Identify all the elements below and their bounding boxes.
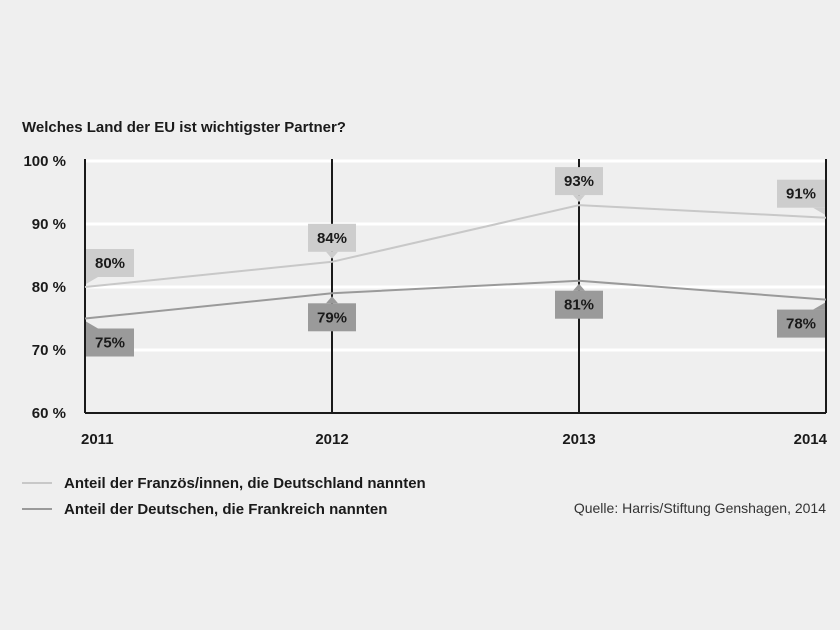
data-label-pointer <box>573 195 585 203</box>
data-label-text: 80% <box>95 255 125 272</box>
data-label-text: 75% <box>95 335 125 352</box>
series-lines <box>84 204 827 320</box>
data-label-text: 84% <box>317 230 347 247</box>
legend-item-french: Anteil der Französ/innen, die Deutschlan… <box>22 470 426 496</box>
series-line <box>84 204 827 288</box>
legend-swatch-french <box>22 482 52 484</box>
legend-label-french: Anteil der Französ/innen, die Deutschlan… <box>64 474 426 492</box>
data-label-box <box>777 179 825 208</box>
data-label-pointer <box>326 251 338 259</box>
data-label-box <box>86 328 134 357</box>
x-tick-label: 2011 <box>81 431 114 448</box>
y-tick-label: 60 % <box>32 405 66 422</box>
data-label-box <box>555 167 603 196</box>
legend: Anteil der Französ/innen, die Deutschlan… <box>22 470 426 522</box>
y-axis-ticks: 60 % 70 % 80 % 90 % 100 % <box>23 153 66 422</box>
x-tick-label: 2013 <box>562 431 595 448</box>
data-label-box <box>308 223 356 252</box>
data-label-pointer <box>573 283 585 291</box>
data-label: 75% <box>86 321 134 357</box>
data-label-pointer <box>813 207 825 215</box>
data-label: 91% <box>777 179 825 215</box>
source-note: Quelle: Harris/Stiftung Genshagen, 2014 <box>573 500 826 516</box>
y-tick-label: 70 % <box>32 342 66 359</box>
y-tick-label: 90 % <box>32 216 66 233</box>
series-line <box>84 279 827 320</box>
data-label-box <box>555 290 603 319</box>
y-tick-label: 100 % <box>23 153 66 170</box>
y-tick-label: 80 % <box>32 279 66 296</box>
data-label: 84% <box>308 223 356 259</box>
data-label-text: 81% <box>564 297 594 314</box>
legend-label-german: Anteil der Deutschen, die Frankreich nan… <box>64 500 388 518</box>
data-label: 81% <box>555 283 603 319</box>
x-axis-ticks: 2011 2012 2013 2014 <box>81 431 828 448</box>
data-label: 80% <box>86 249 134 284</box>
data-label-text: 78% <box>786 316 816 333</box>
data-label-text: 79% <box>317 309 347 326</box>
x-tick-label: 2012 <box>315 431 348 448</box>
line-chart: Welches Land der EU ist wichtigster Part… <box>22 119 828 448</box>
data-label: 79% <box>308 296 356 332</box>
data-label-pointer <box>326 296 338 304</box>
legend-item-german: Anteil der Deutschen, die Frankreich nan… <box>22 496 426 522</box>
data-label-pointer <box>86 277 98 284</box>
legend-swatch-german <box>22 508 52 510</box>
data-labels: 80% 84% 93% 91% 75% 79% 81% 78% <box>86 167 825 357</box>
data-label: 78% <box>777 302 825 338</box>
data-label-box <box>86 249 134 277</box>
data-label-pointer <box>813 302 825 310</box>
data-label: 93% <box>555 167 603 203</box>
chart-title: Welches Land der EU ist wichtigster Part… <box>22 119 346 136</box>
x-tick-label: 2014 <box>794 431 828 448</box>
data-label-box <box>308 303 356 332</box>
data-label-text: 93% <box>564 173 594 190</box>
data-label-text: 91% <box>786 186 816 203</box>
gridlines <box>85 159 826 352</box>
data-label-box <box>777 309 825 338</box>
data-label-pointer <box>86 321 98 329</box>
